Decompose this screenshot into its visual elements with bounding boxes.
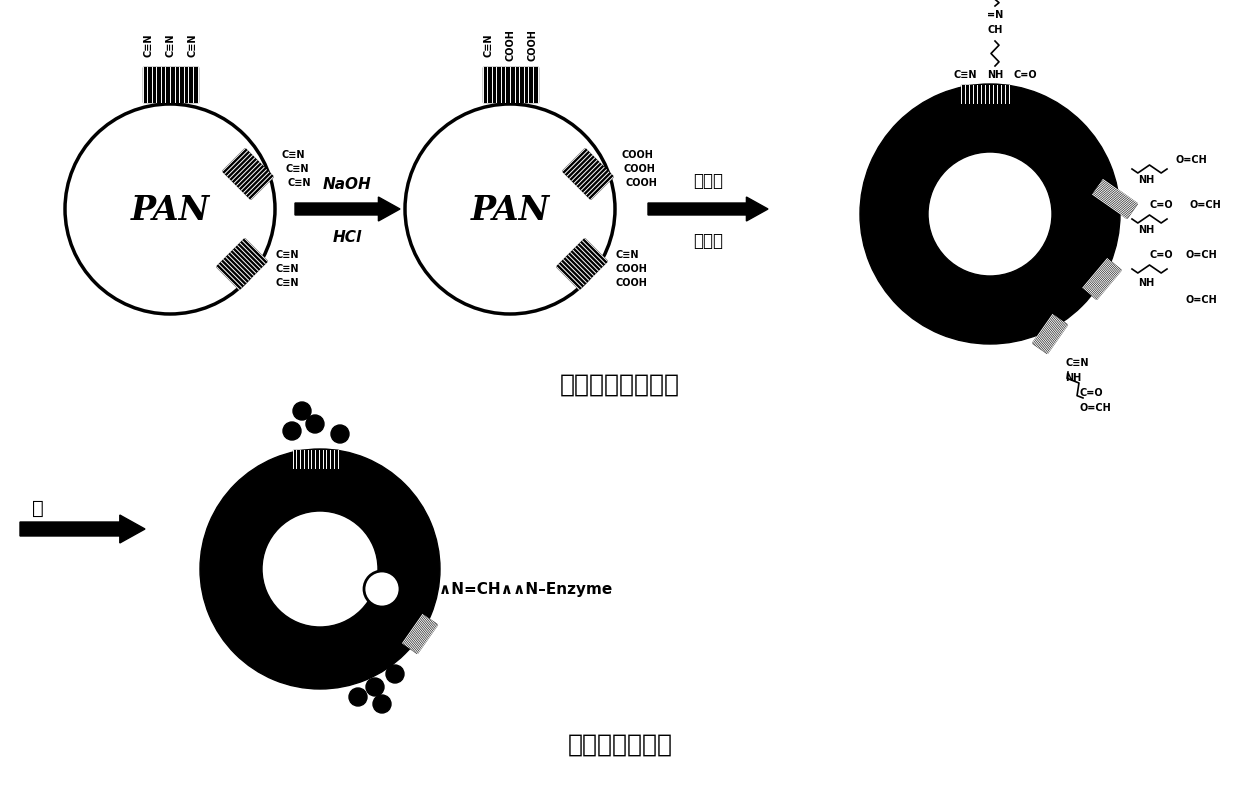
Text: PAN: PAN [471,193,550,226]
Polygon shape [1032,315,1068,354]
Polygon shape [648,198,768,221]
Circle shape [331,426,349,444]
Polygon shape [961,86,1009,104]
Wedge shape [860,85,1120,345]
Polygon shape [292,451,337,468]
Polygon shape [1093,180,1137,219]
Polygon shape [217,239,268,290]
Polygon shape [563,149,613,200]
Polygon shape [142,67,197,103]
Circle shape [405,105,615,314]
Text: C≡N: C≡N [953,70,976,80]
Text: 戊二醛: 戊二醛 [693,232,724,249]
Text: C=O: C=O [1150,249,1173,260]
Text: C≡N: C≡N [483,33,493,57]
Text: O=CH: O=CH [1189,200,1222,210]
Text: C≡N: C≡N [285,164,309,174]
Text: NH: NH [1137,277,1155,288]
Text: C≡N: C≡N [615,249,638,260]
Text: C≡N: C≡N [187,33,197,57]
Polygon shape [1083,259,1121,300]
Text: 酪氨酸酶的固定: 酪氨酸酶的固定 [567,732,673,756]
Polygon shape [556,239,607,290]
Text: HCl: HCl [332,229,362,245]
Text: COOH: COOH [622,150,654,160]
Polygon shape [403,615,437,654]
Text: COOH: COOH [615,264,647,273]
Polygon shape [482,67,538,103]
Polygon shape [223,149,274,200]
Circle shape [373,695,392,713]
Text: CH: CH [987,25,1002,35]
Text: COOH: COOH [527,29,536,61]
Text: 乙二胺: 乙二胺 [693,172,724,190]
Text: C≡N: C≡N [275,249,299,260]
Text: C≡N: C≡N [165,33,175,57]
Text: C=O: C=O [1150,200,1173,210]
Text: COOH: COOH [626,178,658,188]
Text: C≡N: C≡N [287,178,311,188]
Polygon shape [295,198,400,221]
Circle shape [364,571,400,607]
Text: O=CH: O=CH [1184,294,1217,305]
Text: O=CH: O=CH [1175,155,1207,164]
Circle shape [64,105,275,314]
Text: C=O: C=O [1080,387,1104,398]
Text: O=CH: O=CH [1184,249,1217,260]
Text: C≡N: C≡N [142,33,152,57]
Text: NH: NH [1137,175,1155,184]
Circle shape [306,415,325,433]
Text: PAN: PAN [130,193,209,226]
Text: NH: NH [1066,373,1082,383]
Text: C≡N: C≡N [1066,358,1089,367]
Circle shape [387,665,404,683]
Text: NH∧∧N=CH∧∧N–Enzyme: NH∧∧N=CH∧∧N–Enzyme [401,581,613,597]
Text: 聚丙烯腈球的改性: 聚丙烯腈球的改性 [560,373,680,396]
Text: NH: NH [1137,225,1155,235]
Circle shape [282,423,301,440]
Circle shape [349,688,367,706]
Text: O=CH: O=CH [1080,403,1111,412]
Text: C≡N: C≡N [275,264,299,273]
Circle shape [366,678,384,696]
Text: C≡N: C≡N [275,277,299,288]
Text: 酶: 酶 [32,498,43,516]
Text: C=O: C=O [1014,70,1037,80]
Text: NH: NH [987,70,1004,80]
Text: NaOH: NaOH [322,176,372,192]
Text: =N: =N [987,10,1004,20]
Text: COOH: COOH [506,29,515,61]
Text: C≡N: C≡N [282,150,306,160]
Text: COOH: COOH [624,164,655,174]
Text: COOH: COOH [615,277,647,288]
Polygon shape [20,516,145,543]
Circle shape [292,403,311,420]
Wedge shape [199,449,440,689]
